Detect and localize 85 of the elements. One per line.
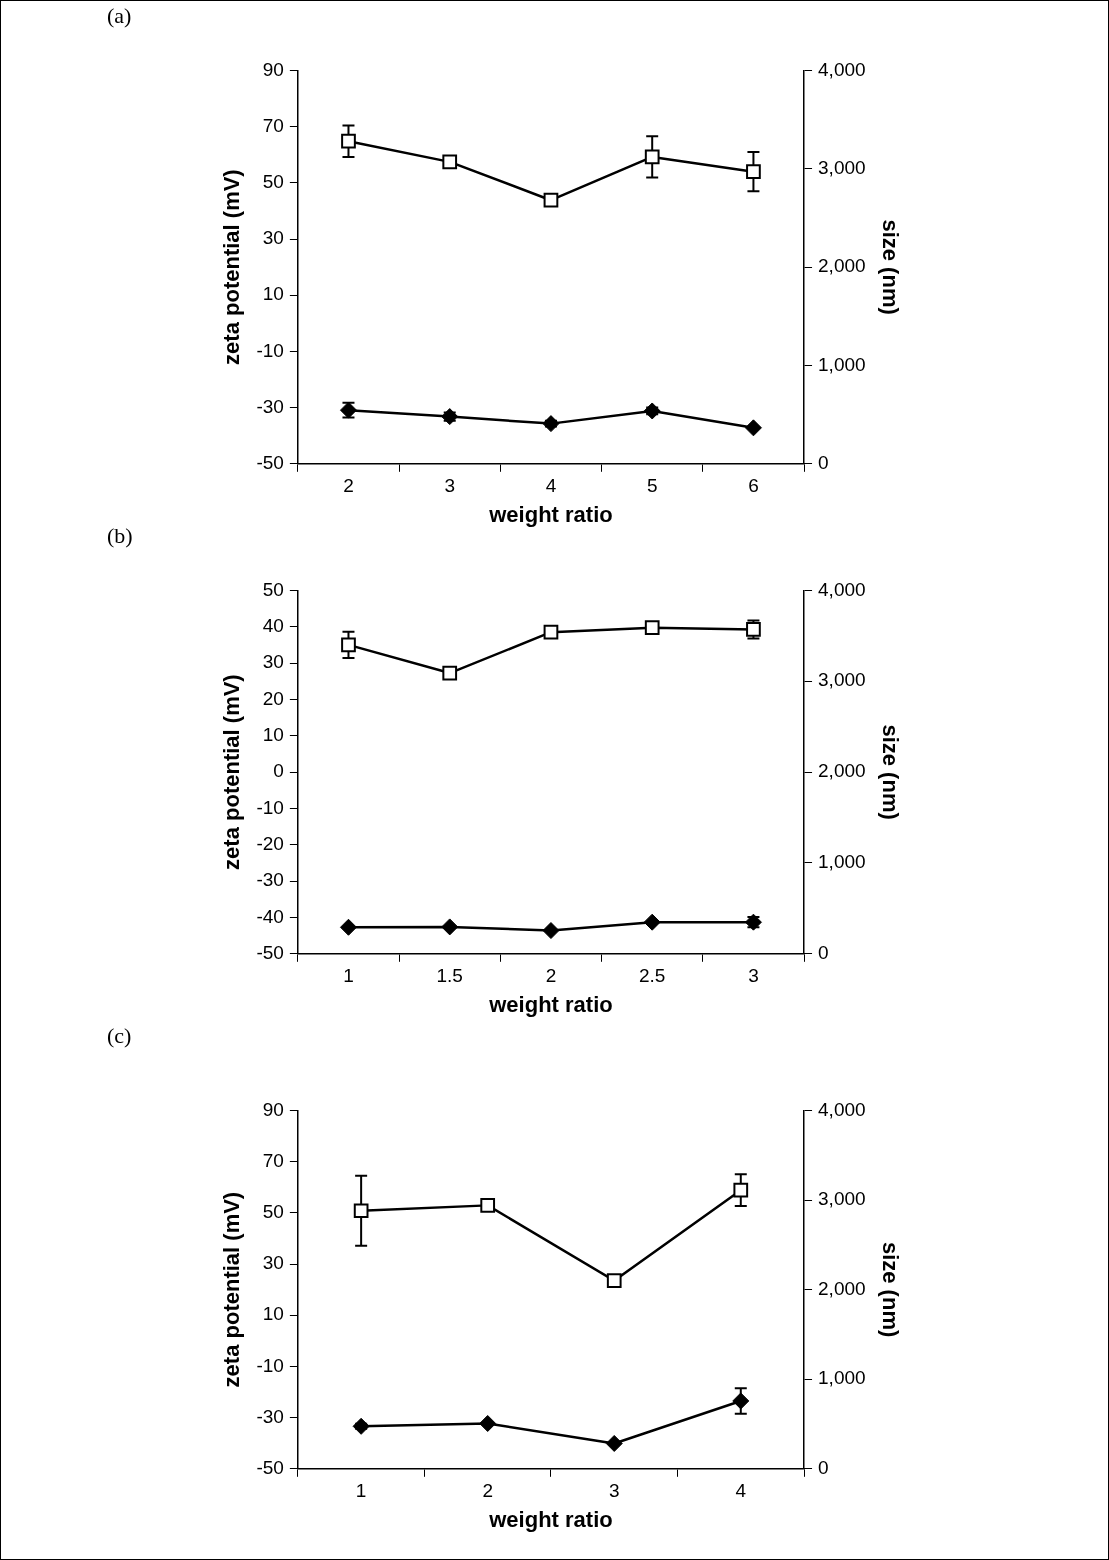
y2-axis-title: size (nm) xyxy=(877,724,903,820)
y2-tick-label: 2,000 xyxy=(818,255,866,277)
x-tick-label: 2.5 xyxy=(638,965,666,987)
y-tick-label: 10 xyxy=(262,1303,284,1325)
y-tick-label: -20 xyxy=(256,833,284,855)
point xyxy=(744,419,762,437)
x-tick-label: 6 xyxy=(748,475,759,497)
y2-tick-label: 0 xyxy=(818,452,829,474)
point xyxy=(353,1203,369,1219)
x-tick-label: 2 xyxy=(343,475,354,497)
point xyxy=(442,154,458,170)
x-tick-label: 1 xyxy=(343,965,354,987)
x-tick-label: 1 xyxy=(355,1480,367,1502)
y-tick-label: 50 xyxy=(262,1201,284,1223)
y-tick-label: 30 xyxy=(262,651,284,673)
point xyxy=(442,665,458,681)
x-tick-label: 3 xyxy=(748,965,759,987)
y2-tick-label: 3,000 xyxy=(818,669,866,691)
x-tick-label: 5 xyxy=(646,475,658,497)
y-tick-label: 20 xyxy=(262,687,284,709)
y-tick-label: 10 xyxy=(262,723,284,745)
y-tick-label: 50 xyxy=(262,578,284,600)
point xyxy=(746,164,761,180)
y-tick-label: 70 xyxy=(262,114,284,136)
y-tick-label: -50 xyxy=(256,942,284,964)
y2-tick-label: 3,000 xyxy=(818,1188,866,1210)
y-tick-label: -10 xyxy=(256,1354,284,1376)
y-tick-label: -50 xyxy=(256,452,284,474)
x-tick-label: 4 xyxy=(735,1480,747,1502)
y2-axis-title: size (nm) xyxy=(877,219,903,315)
point xyxy=(341,133,356,149)
y-tick-label: -10 xyxy=(256,796,284,818)
point xyxy=(480,1198,496,1213)
y2-tick-label: 1,000 xyxy=(818,353,866,375)
y2-tick-label: 4,000 xyxy=(818,578,866,600)
y-tick-label: -30 xyxy=(256,395,284,417)
y-tick-label: 10 xyxy=(262,283,284,305)
x-tick-label: 3 xyxy=(444,475,456,497)
point xyxy=(543,624,559,640)
x-tick-label: 3 xyxy=(608,1480,620,1502)
point xyxy=(441,408,459,426)
y-axis-title: zeta potential (mV) xyxy=(219,1191,245,1388)
y-axis-title: zeta potential (mV) xyxy=(219,674,245,870)
y2-tick-label: 0 xyxy=(818,1457,829,1479)
y-tick-label: 30 xyxy=(262,227,284,249)
point xyxy=(733,1182,749,1198)
y-axis-title: zeta potential (mV) xyxy=(219,169,245,365)
y-tick-label: -30 xyxy=(256,869,284,891)
point xyxy=(542,415,560,433)
y-tick-label: 90 xyxy=(262,1098,284,1120)
x-tick-label: 2 xyxy=(482,1480,493,1502)
text: (c) xyxy=(107,1023,132,1049)
text: (a) xyxy=(107,3,132,29)
y-tick-label: -40 xyxy=(256,905,284,927)
text: (b) xyxy=(107,523,133,549)
y2-tick-label: 1,000 xyxy=(818,851,866,873)
y-tick-label: -30 xyxy=(256,1405,284,1427)
x-tick-label: 4 xyxy=(545,475,557,497)
point xyxy=(606,1273,622,1288)
x-axis-title: weight ratio xyxy=(488,1506,613,1532)
y2-axis-title: size (nm) xyxy=(877,1241,903,1338)
point xyxy=(341,637,356,653)
y-tick-label: -10 xyxy=(256,339,284,361)
y2-tick-label: 4,000 xyxy=(818,1098,866,1120)
point xyxy=(643,402,661,420)
y-tick-label: -50 xyxy=(256,1457,284,1479)
y-tick-label: 50 xyxy=(262,171,284,193)
y2-tick-label: 1,000 xyxy=(818,1367,866,1389)
y2-tick-label: 2,000 xyxy=(818,1277,866,1299)
x-axis-title: weight ratio xyxy=(488,501,613,527)
point xyxy=(543,192,559,208)
y2-tick-label: 4,000 xyxy=(818,58,866,80)
y-tick-label: 70 xyxy=(262,1149,284,1171)
y-tick-label: 30 xyxy=(262,1252,284,1274)
x-axis-title: weight ratio xyxy=(488,991,613,1017)
x-tick-label: 2 xyxy=(545,965,557,987)
y-tick-label: 40 xyxy=(262,614,284,636)
point xyxy=(644,149,660,165)
y2-tick-label: 2,000 xyxy=(818,760,866,782)
point xyxy=(644,620,660,636)
y-tick-label: 90 xyxy=(262,58,284,80)
y-tick-label: 0 xyxy=(273,760,284,782)
y2-tick-label: 0 xyxy=(818,942,829,964)
y2-tick-label: 3,000 xyxy=(818,156,866,178)
x-tick-label: 1.5 xyxy=(436,965,463,987)
